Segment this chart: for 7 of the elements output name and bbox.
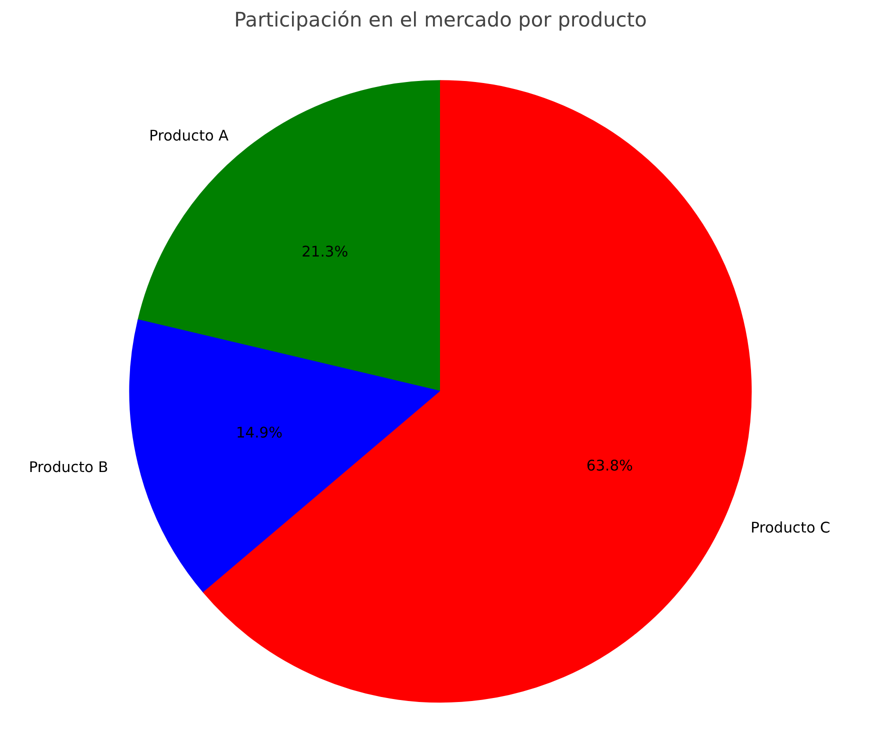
data-label: 14.9%: [236, 424, 283, 442]
chart-title: Participación en el mercado por producto: [234, 8, 647, 32]
slice-label: Producto C: [750, 520, 830, 537]
slice-label: Producto A: [149, 128, 228, 145]
data-label: 21.3%: [302, 244, 348, 261]
slice-label: Producto B: [28, 458, 108, 476]
data-label: 63.8%: [586, 457, 634, 474]
